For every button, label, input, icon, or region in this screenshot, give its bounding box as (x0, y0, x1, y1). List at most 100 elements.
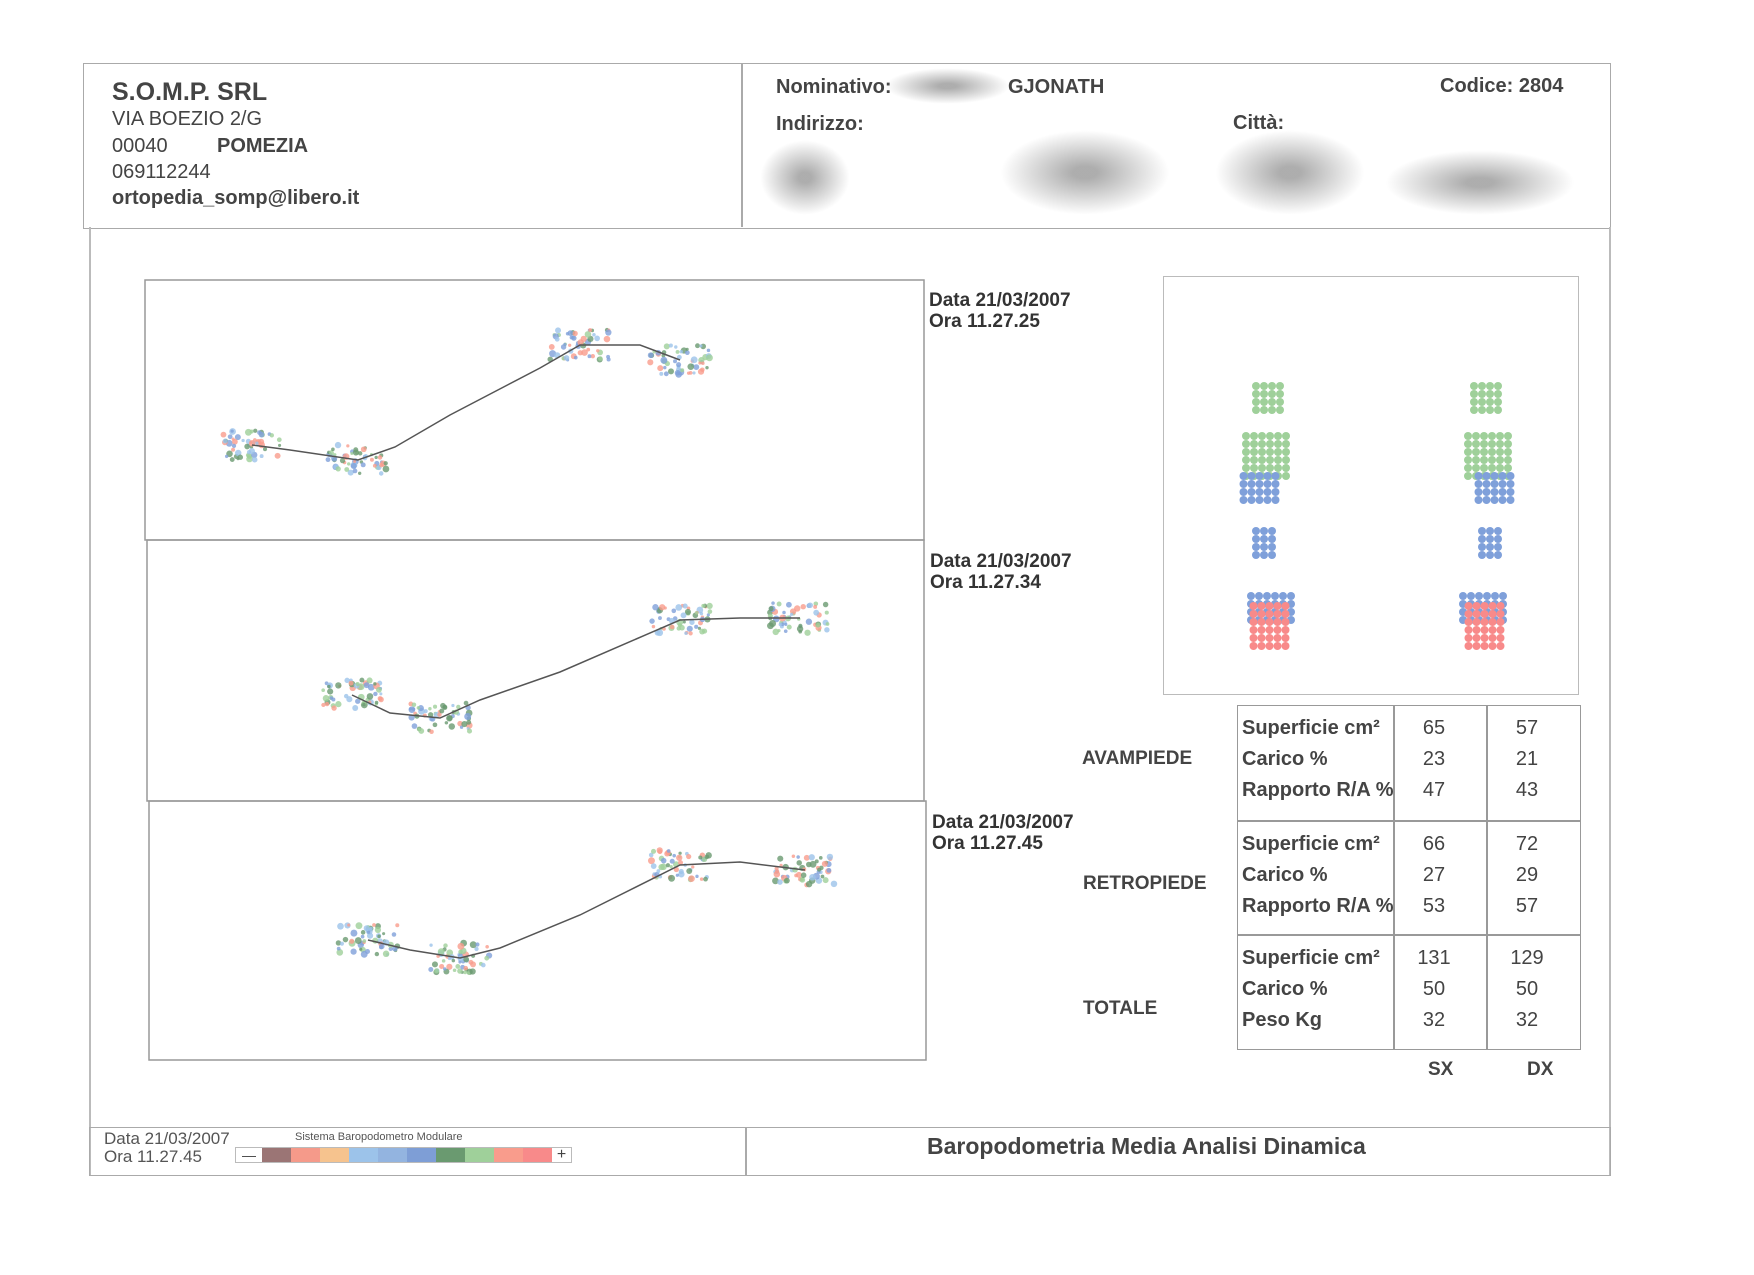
pressure-dot (800, 603, 806, 610)
pressure-dot (395, 923, 400, 928)
pressure-dot (796, 855, 800, 859)
pressure-dot (463, 965, 469, 971)
pressure-dot (376, 686, 382, 693)
value-dx: 50 (1515, 978, 1539, 1000)
footprint-dot (1472, 456, 1480, 464)
pressure-dot (451, 958, 456, 963)
pressure-dot (826, 853, 834, 861)
pressure-dot (690, 356, 698, 364)
footprint-dot (1496, 610, 1505, 618)
pressure-dot (768, 606, 774, 612)
pressure-dot (423, 709, 428, 714)
pressure-dot (807, 602, 814, 609)
pressure-dot (382, 950, 390, 958)
footprint-dot (1474, 472, 1483, 480)
row-label: Superficie cm² (1242, 833, 1380, 855)
pressure-dot (466, 971, 471, 975)
footprint-dot (1496, 464, 1504, 472)
pressure-dot (344, 467, 350, 472)
pressure-dot (230, 429, 234, 433)
pressure-dot (651, 624, 656, 629)
pressure-dot (461, 720, 468, 728)
footprint-map (1239, 382, 1515, 650)
pressure-dot (441, 959, 446, 963)
pressure-dot (697, 626, 702, 630)
pressure-dot (366, 677, 373, 684)
footprint-dot (1271, 592, 1279, 600)
pressure-dot (699, 611, 704, 616)
pressure-dot (259, 454, 264, 459)
pressure-dot (277, 443, 282, 448)
pressure-dot (682, 620, 686, 624)
footprint-dot (1239, 480, 1248, 488)
footprint-dot (1472, 610, 1481, 618)
footprint-dot (1249, 634, 1258, 642)
pressure-dot (234, 434, 241, 441)
footprint-dot (1276, 390, 1284, 398)
footprint-dot (1472, 464, 1480, 472)
trace-time: Ora 11.27.25 (929, 311, 1040, 332)
redacted-city (1385, 150, 1575, 215)
pressure-dot (335, 466, 341, 472)
indirizzo-label: Indirizzo: (776, 113, 864, 135)
pressure-dot (350, 948, 357, 955)
pressure-dot (372, 463, 377, 468)
value-dx: 43 (1515, 779, 1539, 801)
company-phone: 069112244 (112, 161, 211, 183)
footprint-dot (1268, 543, 1276, 551)
pressure-dot (452, 968, 457, 973)
footprint-dot (1276, 382, 1284, 390)
pressure-dot (694, 611, 699, 615)
footprint-dot (1496, 448, 1504, 456)
footprint-dot (1464, 448, 1472, 456)
footprint-dot (1271, 496, 1280, 504)
value-dx: 21 (1515, 748, 1539, 770)
footprint-dot (1266, 440, 1274, 448)
pressure-dot (606, 357, 611, 362)
footprint-dot (1472, 618, 1481, 626)
value-dx: 57 (1515, 717, 1539, 739)
scale-swatch (349, 1148, 378, 1162)
footprint-dot (1273, 618, 1282, 626)
trace-panel (148, 800, 927, 1061)
pressure-dot (437, 712, 442, 717)
pressure-dot (686, 625, 693, 632)
center-of-pressure-line (367, 861, 806, 959)
footprint-dot (1496, 634, 1505, 642)
value-sx: 50 (1422, 978, 1446, 1000)
pressure-dot (699, 344, 703, 348)
pressure-dot (703, 876, 708, 882)
pressure-dot (786, 624, 792, 630)
pressure-dot (605, 329, 612, 336)
footprint-dot (1287, 592, 1295, 600)
row-label: Superficie cm² (1242, 717, 1380, 739)
footprint-dot (1282, 456, 1290, 464)
footprint-dot (1274, 432, 1282, 440)
value-sx: 47 (1422, 779, 1446, 801)
footprint-dot (1249, 602, 1258, 610)
pressure-dot (695, 874, 699, 879)
value-dx: 129 (1510, 947, 1544, 969)
value-dx: 32 (1515, 1009, 1539, 1031)
pressure-dot (360, 934, 365, 939)
pressure-dot (815, 622, 821, 628)
pressure-dot (784, 622, 788, 626)
pressure-dot (251, 456, 258, 463)
pressure-dot (680, 612, 687, 619)
footprint-dot (1279, 592, 1287, 600)
pressure-dot (587, 354, 592, 359)
footprint-dot (1250, 464, 1258, 472)
pressure-dot (359, 677, 365, 683)
footprint-dot (1263, 488, 1272, 496)
footprint-dot (1504, 440, 1512, 448)
header-divider (741, 63, 743, 227)
pressure-dot (824, 627, 830, 633)
pressure-dot (369, 457, 374, 462)
pressure-dot (366, 693, 374, 700)
footprint-dot (1488, 440, 1496, 448)
pressure-dot (678, 851, 682, 855)
pressure-dot (262, 447, 268, 452)
footprint-dot (1281, 626, 1290, 634)
trace-date: Data 21/03/2007 (930, 551, 1072, 572)
